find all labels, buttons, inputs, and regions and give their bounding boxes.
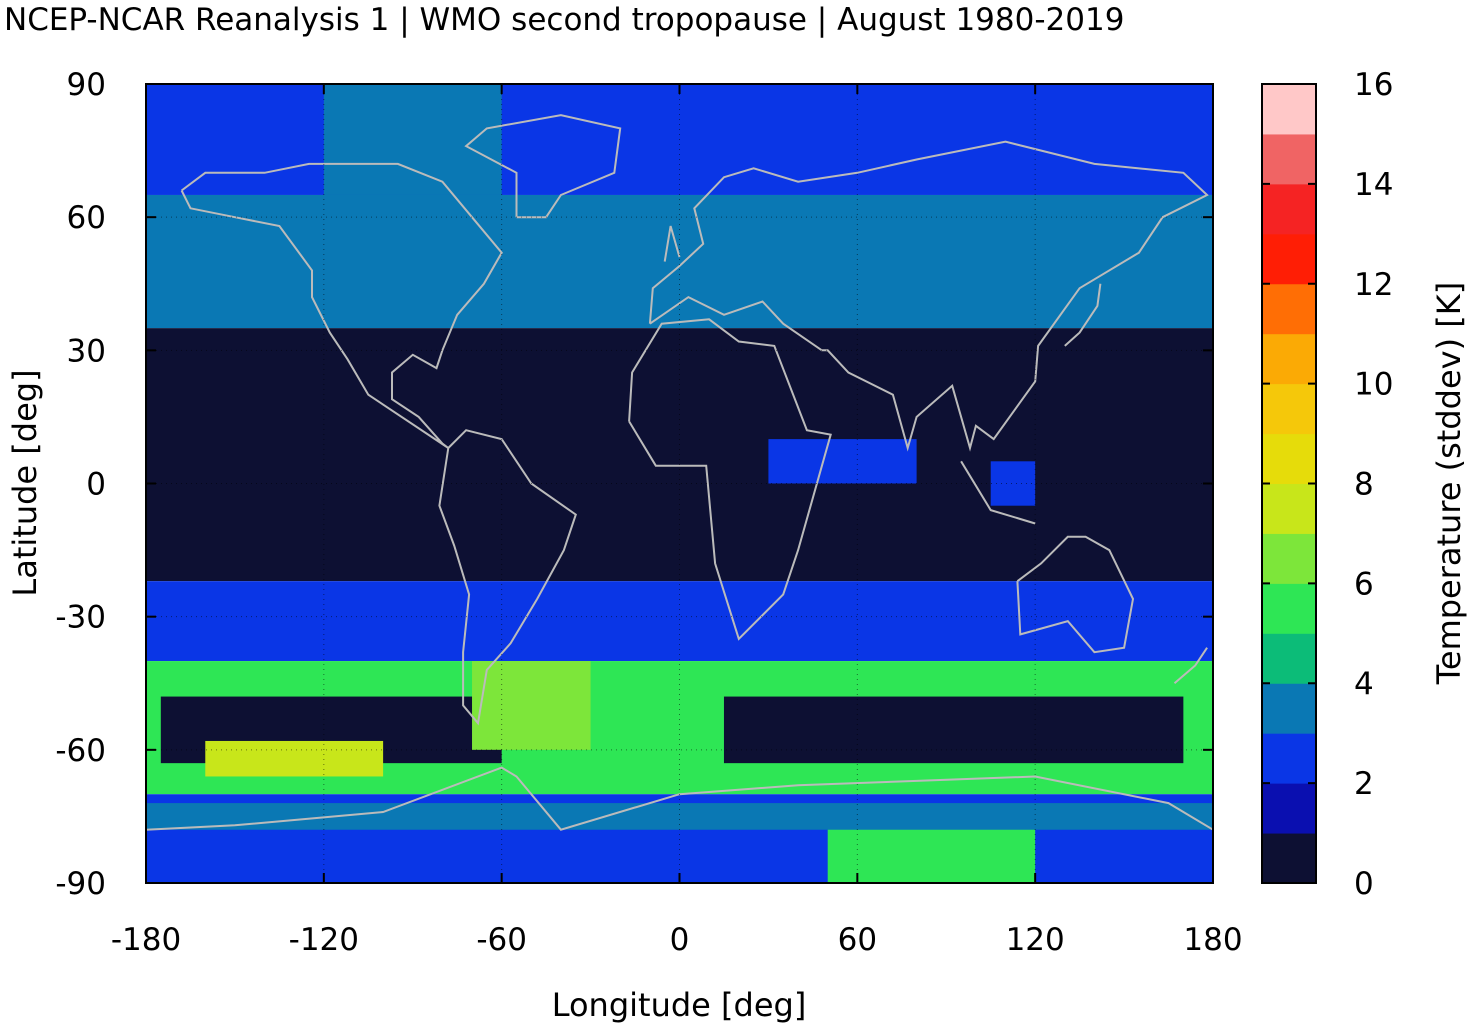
colorbar-segment-0 [1262, 833, 1316, 884]
colorbar-tick-label: 6 [1354, 566, 1374, 602]
coastline-9 [663, 225, 681, 262]
y-tick-label: 90 [67, 67, 106, 103]
heatmap-feature-2 [723, 696, 1184, 764]
chart-title: NCEP-NCAR Reanalysis 1 | WMO second trop… [4, 2, 1125, 38]
coastline-5 [1016, 535, 1135, 654]
x-axis-ticks: -180 -120 -60 0 60 120 180 [111, 84, 1243, 958]
colorbar-segment-3 [1262, 683, 1316, 734]
x-tick-label: 60 [838, 922, 877, 958]
colorbar-ticks: 0 2 4 6 8 10 12 14 16 [1262, 67, 1393, 902]
heatmap-band-1 [146, 194, 1213, 329]
colorbar-segment-14 [1262, 133, 1316, 185]
colorbar-segment-1 [1262, 783, 1316, 834]
colorbar-segment-10 [1262, 333, 1316, 385]
colorbar-tick-label: 0 [1354, 866, 1374, 902]
colorbar-segment-6 [1262, 533, 1316, 584]
heatmap-feature-6 [323, 84, 502, 195]
y-tick-label: 30 [67, 333, 106, 369]
x-tick-label: -120 [289, 922, 359, 958]
x-axis-label: Longitude [deg] [552, 986, 807, 1024]
colorbar-segment-11 [1262, 283, 1316, 335]
colorbar-tick-label: 2 [1354, 766, 1374, 802]
colorbar-segment-7 [1262, 483, 1316, 534]
y-tick-label: -60 [55, 733, 106, 769]
y-tick-label: -30 [55, 600, 106, 636]
heatmap-feature-5 [146, 803, 1213, 830]
heatmap-feature-7 [768, 439, 917, 484]
colorbar-segment-8 [1262, 433, 1316, 484]
heatmap-feature-8 [990, 461, 1036, 506]
x-tick-label: 180 [1183, 922, 1242, 958]
y-tick-label: 0 [86, 467, 106, 503]
y-tick-label: -90 [55, 866, 106, 902]
coastline-0 [180, 162, 503, 449]
colorbar [1261, 83, 1317, 884]
colorbar-segment-2 [1262, 733, 1316, 784]
y-axis-label: Latitude [deg] [6, 369, 44, 596]
coastline-6 [145, 766, 1214, 831]
colorbar-tick-label: 8 [1354, 467, 1374, 503]
colorbar-segment-12 [1262, 233, 1316, 285]
coastline-4 [648, 140, 1209, 452]
coastline-3 [628, 318, 832, 641]
coastlines [145, 114, 1214, 831]
coastline-7 [960, 460, 1036, 525]
y-axis-ticks: -90 -60 -30 0 30 60 90 [55, 67, 1213, 902]
heatmap-feature-4 [472, 661, 591, 750]
colorbar-label: Temperature (stddev) [K] [1430, 282, 1468, 685]
colorbar-tick-label: 14 [1354, 167, 1393, 203]
colorbar-segment-13 [1262, 183, 1316, 235]
colorbar-tick-label: 12 [1354, 267, 1393, 303]
coastline-1 [438, 429, 577, 726]
x-tick-label: -180 [111, 922, 181, 958]
y-tick-label: 60 [67, 200, 106, 236]
colorbar-tick-label: 10 [1354, 367, 1393, 403]
colorbar-tick-label: 4 [1354, 666, 1374, 702]
coastline-8 [1064, 283, 1102, 347]
colorbar-segment-5 [1262, 583, 1316, 634]
colorbar-tick-label: 16 [1354, 67, 1393, 103]
colorbar-segment-15 [1262, 84, 1316, 135]
x-tick-label: 120 [1006, 922, 1065, 958]
coastline-2 [464, 114, 622, 219]
colorbar-segment-9 [1262, 383, 1316, 435]
x-tick-label: -60 [476, 922, 527, 958]
heatmap-feature-3 [205, 740, 384, 777]
colorbar-segment-4 [1262, 633, 1316, 684]
x-tick-label: 0 [670, 922, 690, 958]
coastline-10 [1173, 647, 1208, 685]
